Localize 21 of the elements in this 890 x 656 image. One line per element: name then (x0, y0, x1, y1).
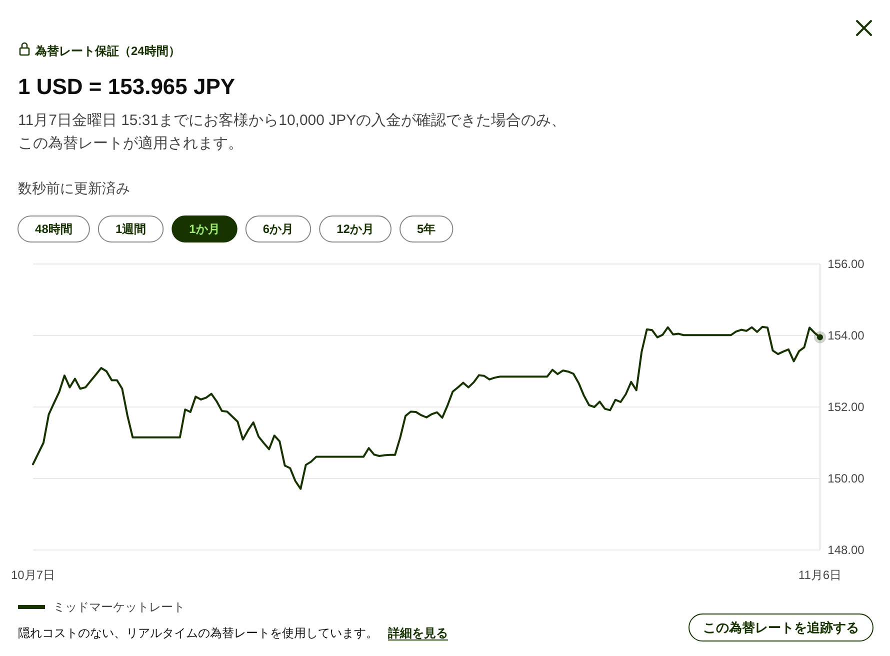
text: 48時間 (35, 222, 72, 236)
text: 詳細を見る (387, 626, 448, 640)
chart-subtitle: 11月7日金曜日 15:31までにお客様から10,000 JPYの入金が確認できた場合のみ、この為替レートが適用されます。 (18, 112, 566, 152)
legend-label: ミッドマーケットレート (53, 600, 185, 614)
y-tick-label: 150.00 (828, 472, 865, 486)
x-tick-label: 10月7日 (10, 568, 56, 582)
text: 1か月 (189, 222, 220, 236)
text: この為替レートを追跡する (703, 620, 859, 635)
text: 為替レート保証（24時間） (34, 44, 180, 58)
y-tick-label: 156.00 (828, 257, 865, 271)
chart-title: 1 USD = 153.965 JPY (18, 74, 236, 99)
text: 隠れコストのない、リアルタイムの為替レートを使用しています。 (18, 626, 378, 640)
text: 数秒前に更新済み (18, 180, 130, 196)
y-tick-label: 152.00 (828, 400, 865, 414)
y-tick-label: 154.00 (828, 328, 865, 342)
x-tick-label: 11月6日 (798, 568, 842, 582)
text: 5年 (417, 222, 436, 236)
text: 12か月 (336, 222, 374, 236)
text: 6か月 (262, 222, 294, 236)
text: 1週間 (115, 222, 146, 236)
y-tick-label: 148.00 (828, 543, 865, 557)
